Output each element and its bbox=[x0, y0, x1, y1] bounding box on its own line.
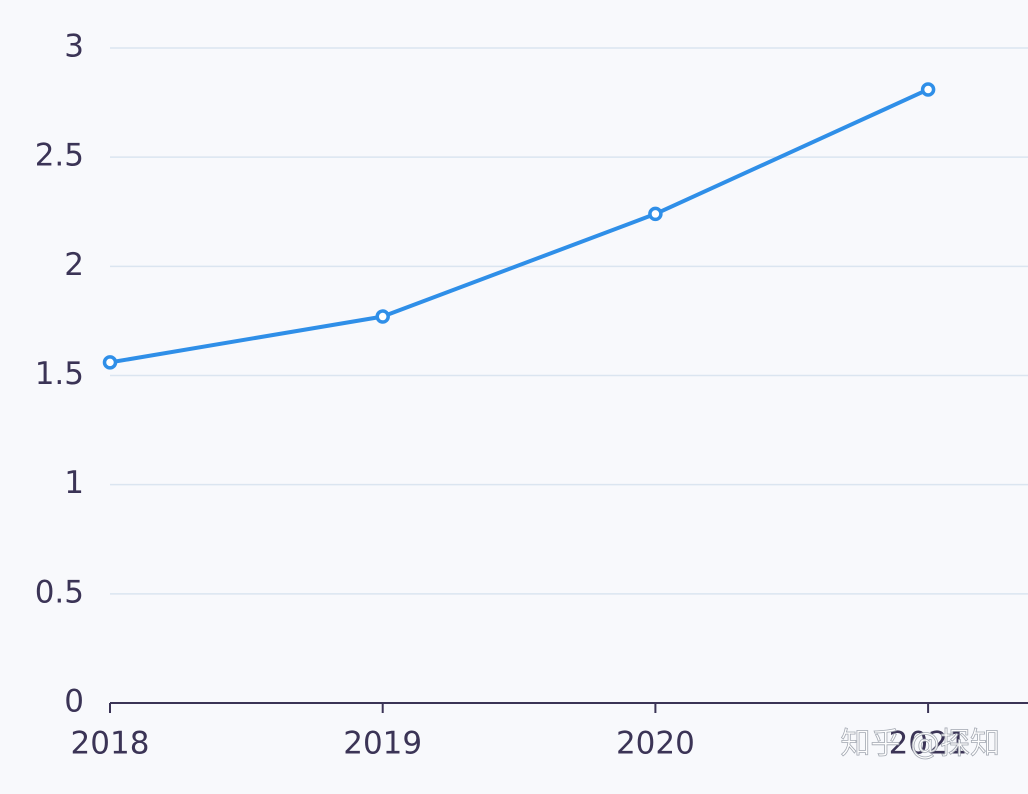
y-tick-label: 0.5 bbox=[35, 574, 84, 610]
y-tick-label: 2 bbox=[64, 247, 84, 283]
y-tick-label: 2.5 bbox=[35, 138, 84, 174]
point bbox=[375, 309, 390, 324]
point bbox=[920, 82, 936, 97]
y-tick-label: 1.5 bbox=[35, 356, 84, 392]
x-tick-label: 2018 bbox=[71, 726, 150, 762]
point bbox=[648, 206, 663, 222]
y-tick-label: 1 bbox=[64, 465, 84, 501]
x-tick-label: 2021 bbox=[889, 726, 968, 762]
x-tick-label: 2020 bbox=[616, 726, 695, 762]
watermark: 知乎 @探知 bbox=[840, 727, 1000, 762]
y-tick-label: 0 bbox=[64, 684, 84, 720]
line bbox=[109, 87, 929, 365]
x-tick-label: 2019 bbox=[343, 726, 422, 762]
point bbox=[102, 355, 118, 370]
y-tick-label: 3 bbox=[64, 29, 84, 65]
